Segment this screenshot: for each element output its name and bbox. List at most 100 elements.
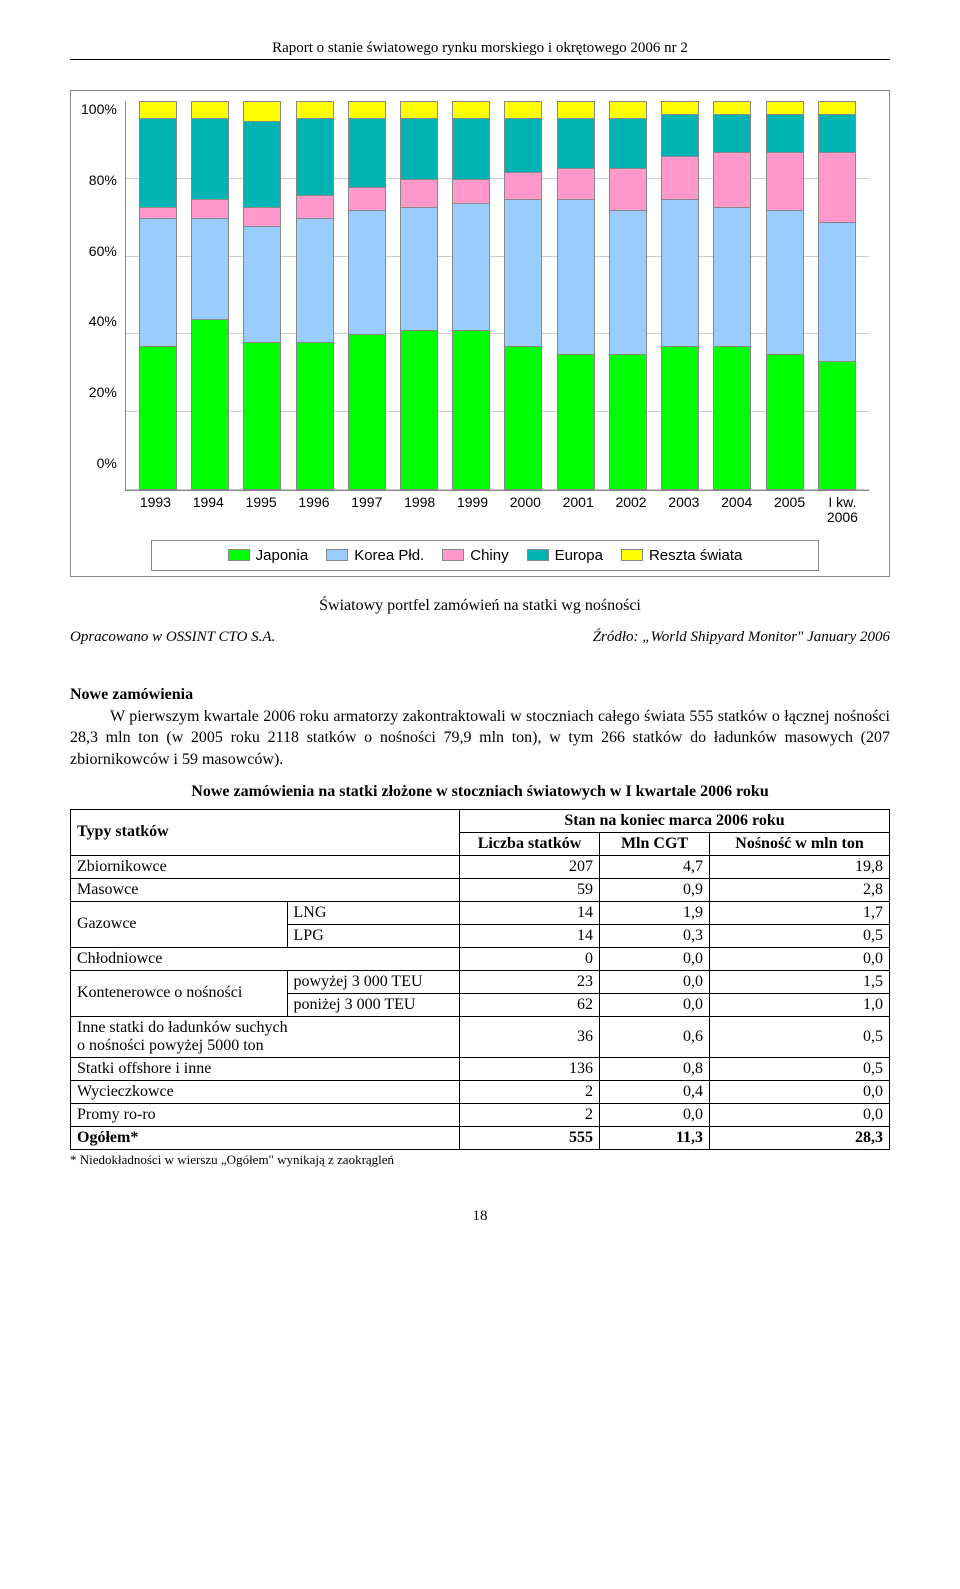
bar [766,101,804,490]
source-left: Opracowano w OSSINT CTO S.A. [70,629,275,646]
bar-segment [714,114,750,153]
legend-item: Chiny [442,547,508,564]
legend-swatch [621,549,643,561]
bar-segment [192,102,228,117]
legend-item: Japonia [228,547,309,564]
table-row: Ogółem*55511,328,3 [71,1126,890,1149]
row-sublabel: LPG [287,924,459,947]
bar-segment [505,102,541,117]
bar-segment [349,187,385,210]
bar-segment [610,210,646,353]
table-row: Statki offshore i inne1360,80,5 [71,1057,890,1080]
bar-segment [505,118,541,172]
cell: 62 [460,993,600,1016]
table-row: Chłodniowce00,00,0 [71,947,890,970]
bar-segment [297,342,333,489]
legend-label: Reszta świata [649,547,742,564]
row-label: Zbiornikowce [71,855,460,878]
y-tick: 0% [81,455,117,471]
col-types: Typy statków [71,809,460,855]
cell: 4,7 [600,855,710,878]
cell: 0,5 [710,924,890,947]
bar-segment [662,156,698,199]
bar-segment [244,121,280,206]
header-group: Stan na koniec marca 2006 roku [460,809,890,832]
cell: 14 [460,924,600,947]
bar-segment [297,118,333,195]
bar-segment [297,195,333,218]
table-row: Masowce590,92,8 [71,878,890,901]
bar-segment [140,102,176,117]
x-tick: 2002 [612,495,650,526]
bar-segment [714,152,750,206]
bar-segment [453,102,489,117]
bar-segment [349,334,385,489]
cell: 0,4 [600,1080,710,1103]
x-tick: 1998 [401,495,439,526]
bar-segment [662,102,698,114]
legend-label: Europa [555,547,603,564]
legend-item: Europa [527,547,603,564]
page-number: 18 [70,1208,890,1225]
y-axis: 100%80%60%40%20%0% [81,101,125,491]
cell: 136 [460,1057,600,1080]
bar-segment [610,118,646,168]
bar-segment [505,172,541,199]
cell: 0,0 [710,1103,890,1126]
bar-segment [297,102,333,117]
bar [713,101,751,490]
bar-segment [767,102,803,114]
cell: 0,0 [600,947,710,970]
cell: 14 [460,901,600,924]
y-tick: 20% [81,384,117,400]
bar [557,101,595,490]
cell: 207 [460,855,600,878]
chart-title: Światowy portfel zamówień na statki wg n… [70,597,890,615]
cell: 0,8 [600,1057,710,1080]
x-axis: 1993199419951996199719981999200020012002… [129,495,869,526]
table-row: Inne statki do ładunków suchych o nośnoś… [71,1016,890,1057]
bar-segment [505,199,541,346]
cell: 19,8 [710,855,890,878]
bar-segment [401,118,437,180]
bar [296,101,334,490]
cell: 2 [460,1080,600,1103]
cell: 0 [460,947,600,970]
bar-segment [767,210,803,353]
x-tick: I kw. 2006 [823,495,861,526]
bar-segment [558,102,594,117]
bar-segment [453,330,489,489]
bar-segment [819,222,855,361]
cell: 2,8 [710,878,890,901]
col-nosnosc: Nośność w mln ton [710,832,890,855]
bar-segment [140,346,176,489]
bar-segment [244,102,280,121]
bar [609,101,647,490]
source-right: Źródło: „World Shipyard Monitor" January… [593,629,890,646]
bar-segment [401,102,437,117]
bar-segment [819,102,855,114]
x-tick: 2001 [559,495,597,526]
row-label: Wycieczkowce [71,1080,460,1103]
cell: 11,3 [600,1126,710,1149]
orders-table: Typy statków Stan na koniec marca 2006 r… [70,809,890,1150]
source-line: Opracowano w OSSINT CTO S.A. Źródło: „Wo… [70,629,890,646]
x-tick: 1999 [453,495,491,526]
bar-segment [140,207,176,219]
bar-segment [767,152,803,210]
cell: 23 [460,970,600,993]
legend-label: Japonia [256,547,309,564]
bar-segment [714,207,750,346]
bar-segment [453,203,489,331]
x-tick: 1993 [136,495,174,526]
bar-segment [714,102,750,114]
bar-segment [558,168,594,199]
bar [243,101,281,490]
bar-segment [244,226,280,342]
cell: 28,3 [710,1126,890,1149]
bar-segment [819,361,855,489]
cell: 1,0 [710,993,890,1016]
bar-segment [297,218,333,342]
row-label: Inne statki do ładunków suchych o nośnoś… [71,1016,460,1057]
bar-segment [192,199,228,218]
